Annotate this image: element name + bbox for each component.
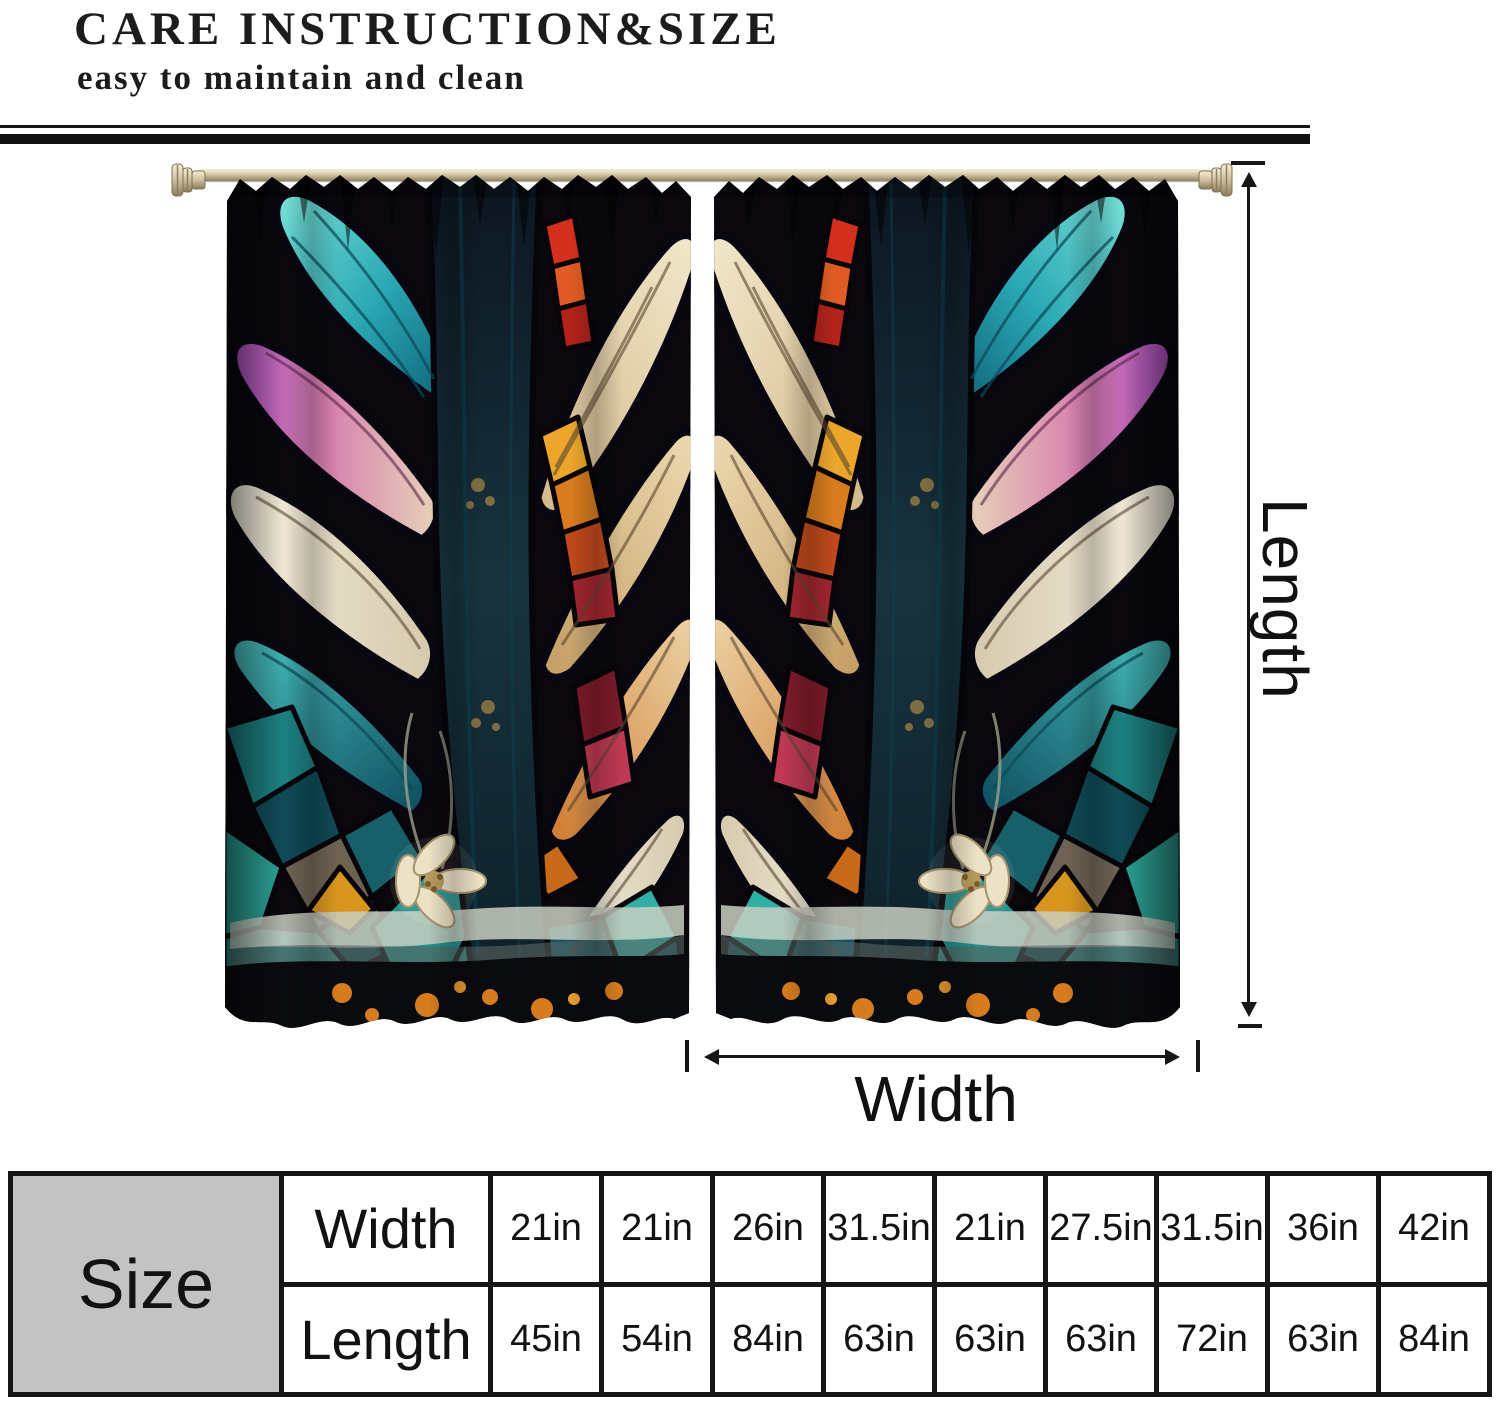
page-title: CARE INSTRUCTION&SIZE [74, 3, 781, 55]
width-dimension-line [716, 1055, 1168, 1058]
size-corner-cell: Size [8, 1171, 284, 1397]
rod-finial-left [171, 163, 206, 197]
width-value: 42in [1376, 1171, 1492, 1287]
divider-thick-line [0, 134, 1310, 144]
length-tick-bottom [1238, 1024, 1262, 1028]
width-value: 21in [932, 1171, 1048, 1287]
length-value: 84in [1376, 1281, 1492, 1397]
length-value: 72in [1154, 1281, 1270, 1397]
length-value: 54in [599, 1281, 715, 1397]
width-value: 26in [710, 1171, 826, 1287]
width-tick-right [1196, 1040, 1200, 1072]
length-value: 63in [932, 1281, 1048, 1397]
length-value: 63in [821, 1281, 937, 1397]
length-value: 45in [488, 1281, 604, 1397]
width-value: 31.5in [1154, 1171, 1270, 1287]
width-arrow-right-icon [1165, 1049, 1180, 1065]
width-label: Width [854, 1063, 1018, 1135]
size-table: Size Width 21in 21in 26in 31.5in 21in 27… [8, 1171, 1492, 1397]
length-row-label: Length [279, 1281, 493, 1397]
length-arrow-down-icon [1240, 1002, 1257, 1017]
rod-finial-right [1198, 163, 1233, 197]
width-value: 21in [599, 1171, 715, 1287]
width-row-label: Width [279, 1171, 493, 1287]
curtain-panel-left [222, 167, 693, 1043]
width-value: 31.5in [821, 1171, 937, 1287]
width-value: 36in [1265, 1171, 1381, 1287]
length-value: 63in [1043, 1281, 1159, 1397]
table-row-width: Size Width 21in 21in 26in 31.5in 21in 27… [8, 1171, 1492, 1397]
length-label: Length [1249, 498, 1321, 700]
length-value: 84in [710, 1281, 826, 1397]
width-arrow-left-icon [704, 1049, 719, 1065]
curtain-panel-right [712, 167, 1183, 1043]
width-value: 21in [488, 1171, 604, 1287]
table-row-length: Length 45in 54in 84in 63in 63in 63in 72i… [11, 1281, 1492, 1397]
divider-thin-line [0, 125, 1310, 128]
width-value: 27.5in [1043, 1171, 1159, 1287]
length-dimension-line [1247, 181, 1250, 1007]
width-tick-left [685, 1040, 689, 1072]
length-value: 63in [1265, 1281, 1381, 1397]
length-tick-top [1231, 161, 1265, 165]
length-arrow-up-icon [1240, 172, 1257, 187]
page-subtitle: easy to maintain and clean [77, 58, 526, 97]
